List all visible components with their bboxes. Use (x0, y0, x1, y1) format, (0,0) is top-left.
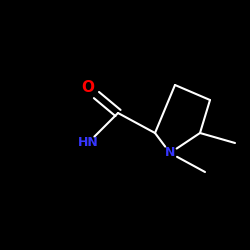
Text: O: O (82, 80, 94, 96)
Text: HN: HN (78, 136, 98, 149)
Text: N: N (165, 146, 175, 160)
